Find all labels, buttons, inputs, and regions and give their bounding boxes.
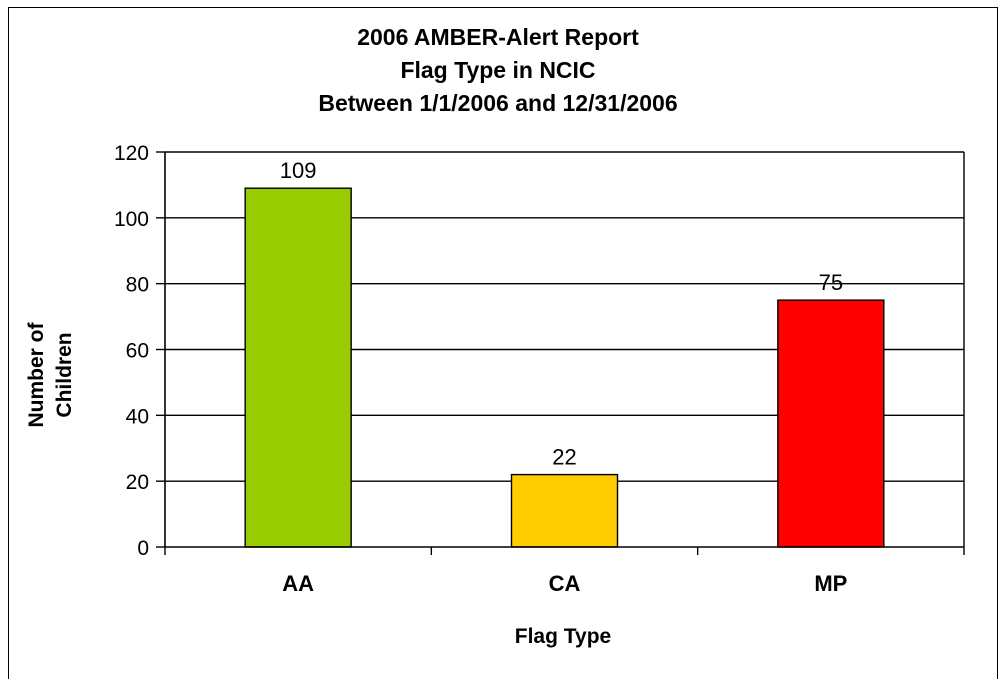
bar-AA bbox=[244, 187, 352, 548]
y-tick-label-80: 80 bbox=[126, 274, 149, 297]
chart-title: 2006 AMBER-Alert Report Flag Type in NCI… bbox=[318, 24, 677, 116]
y-tick-label-100: 100 bbox=[114, 208, 149, 231]
chart-title-line-3: Between 1/1/2006 and 12/31/2006 bbox=[318, 90, 677, 116]
axes bbox=[156, 151, 965, 555]
x-category-label-CA: CA bbox=[549, 571, 581, 596]
bar-CA bbox=[510, 473, 619, 548]
y-tick-label-0: 0 bbox=[137, 537, 149, 560]
y-tick-label-120: 120 bbox=[114, 142, 149, 165]
data-label-AA: 109 bbox=[280, 158, 317, 183]
chart-title-line-1: 2006 AMBER-Alert Report bbox=[357, 24, 639, 50]
x-category-label-AA: AA bbox=[282, 571, 314, 596]
bars bbox=[244, 187, 885, 548]
data-label-CA: 22 bbox=[552, 445, 576, 470]
x-category-labels: AA CA MP bbox=[282, 571, 847, 596]
x-axis-title: Flag Type bbox=[515, 625, 611, 648]
y-tick-label-60: 60 bbox=[126, 340, 149, 363]
chart-title-line-2: Flag Type in NCIC bbox=[400, 57, 595, 83]
bar-MP bbox=[777, 299, 885, 548]
y-tick-labels: 0 20 40 60 80 100 120 bbox=[114, 142, 149, 560]
y-axis-title-line-2: Children bbox=[53, 332, 76, 417]
y-tick-label-20: 20 bbox=[126, 471, 149, 494]
data-labels: 109 22 75 bbox=[280, 158, 843, 469]
y-axis-title: Number of Children bbox=[25, 321, 76, 427]
x-category-label-MP: MP bbox=[814, 571, 847, 596]
y-tick-label-40: 40 bbox=[126, 405, 149, 428]
data-label-MP: 75 bbox=[819, 270, 843, 295]
y-axis-title-line-1: Number of bbox=[25, 321, 48, 427]
